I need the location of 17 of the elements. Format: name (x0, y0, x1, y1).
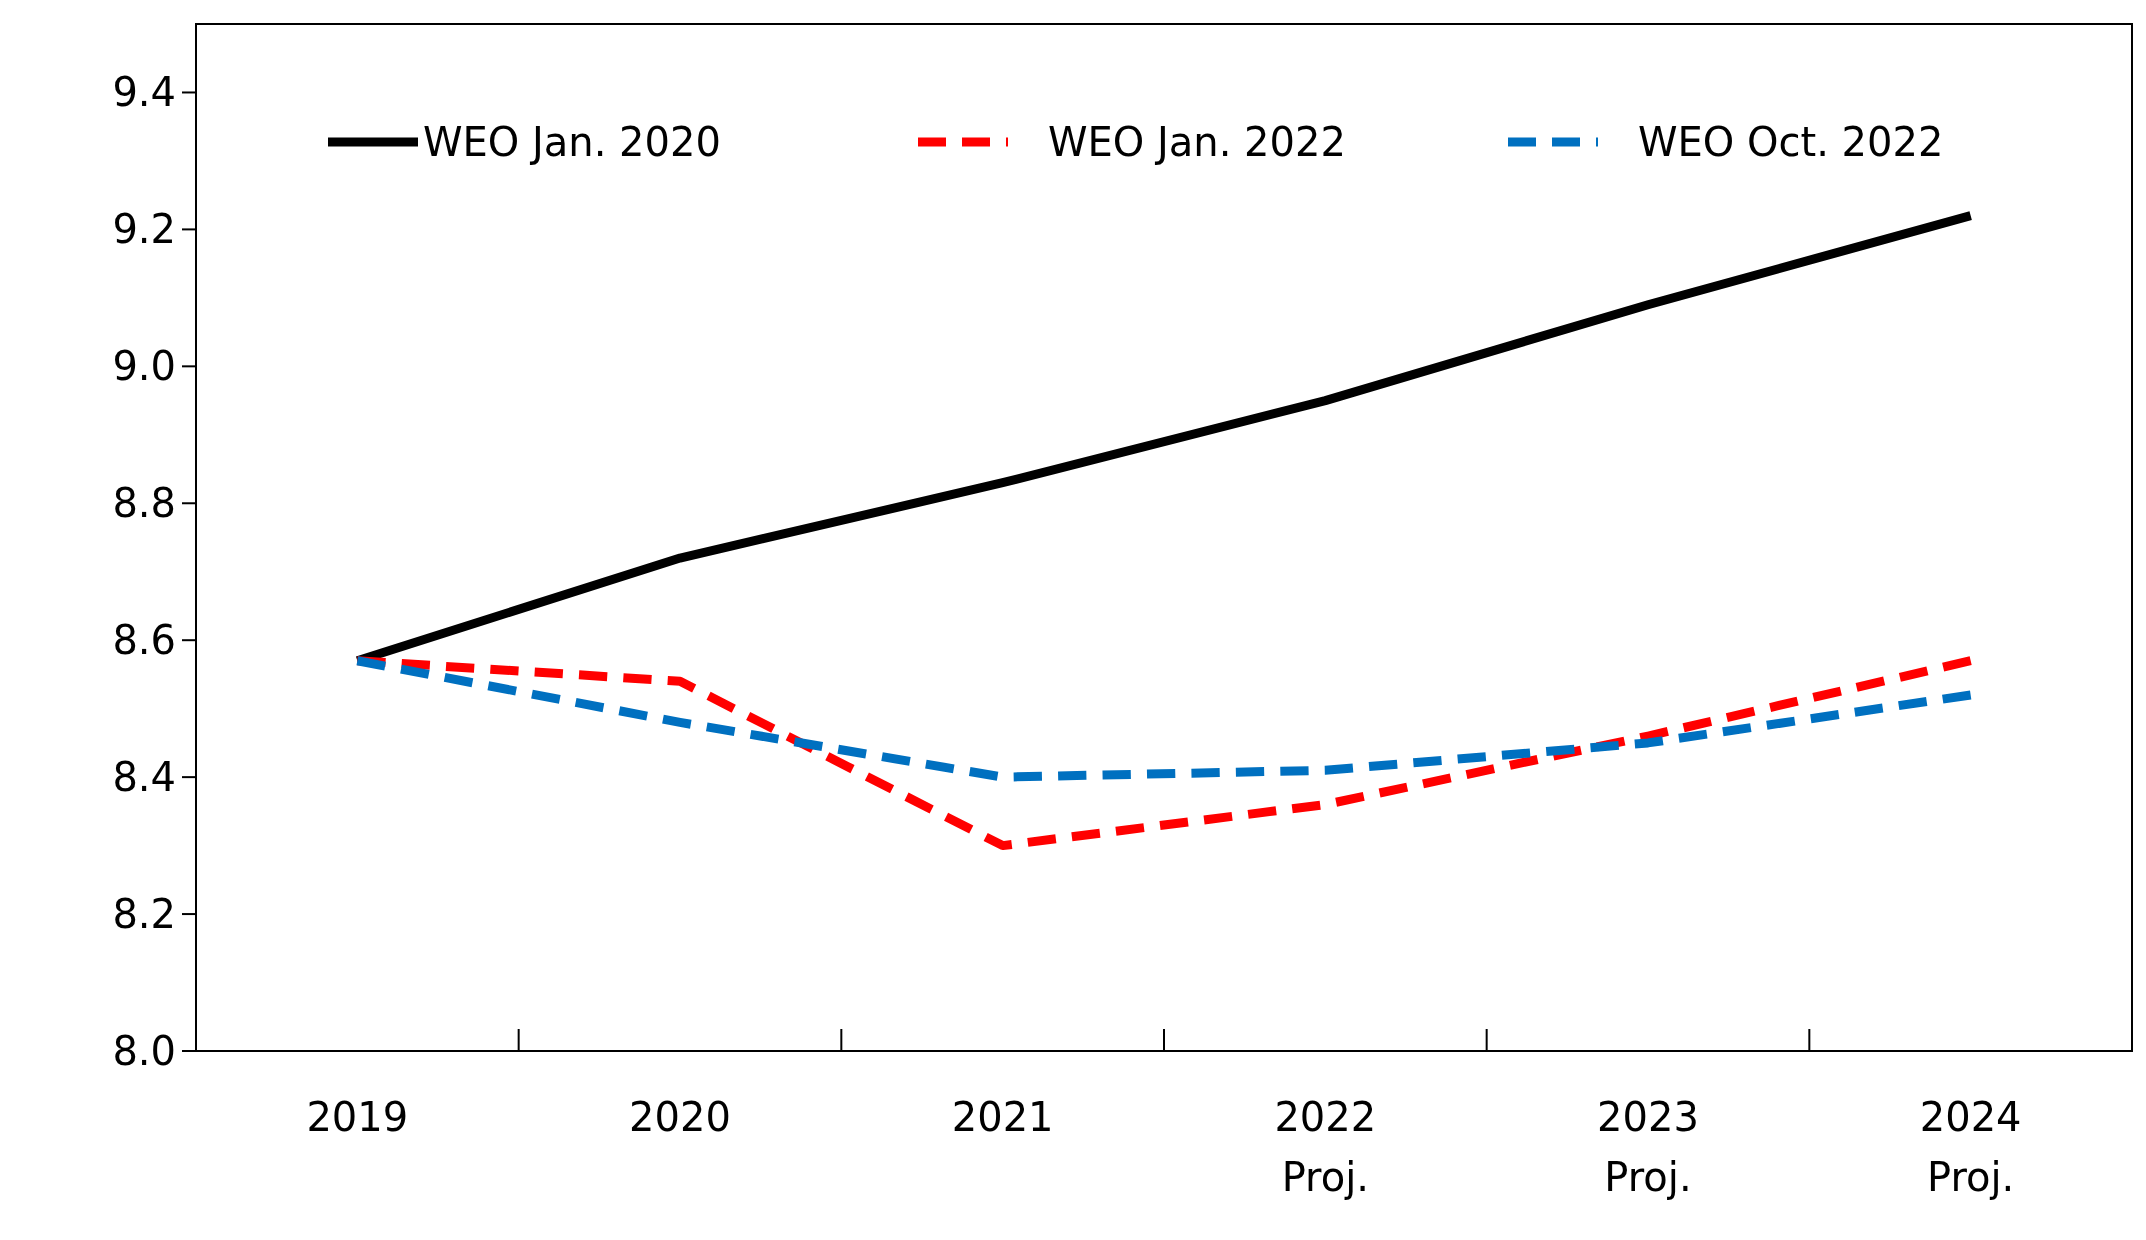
y-tick-label: 8.6 (112, 617, 176, 664)
y-tick-label: 8.4 (112, 754, 176, 801)
y-tick-label: 9.0 (112, 343, 176, 390)
legend-label: WEO Jan. 2020 (423, 119, 721, 165)
x-tick-label: 2023 Proj. (1597, 1094, 1699, 1200)
y-tick-label: 9.2 (112, 206, 176, 253)
y-tick-label: 8.8 (112, 480, 176, 527)
y-tick-label: 8.2 (112, 891, 176, 938)
x-tick-label: 2024 Proj. (1919, 1094, 2022, 1200)
x-tick-label: 2021 (951, 1094, 1054, 1140)
x-tick-label: 2020 (629, 1094, 731, 1140)
y-tick-label: 9.4 (112, 69, 176, 116)
x-tick-label: 2022 Proj. (1274, 1094, 1377, 1200)
legend-label: WEO Jan. 2022 (1048, 119, 1346, 165)
y-tick-label: 8.0 (112, 1028, 176, 1074)
x-tick-label: 2019 (306, 1094, 409, 1140)
legend-label: WEO Oct. 2022 (1638, 119, 1944, 165)
